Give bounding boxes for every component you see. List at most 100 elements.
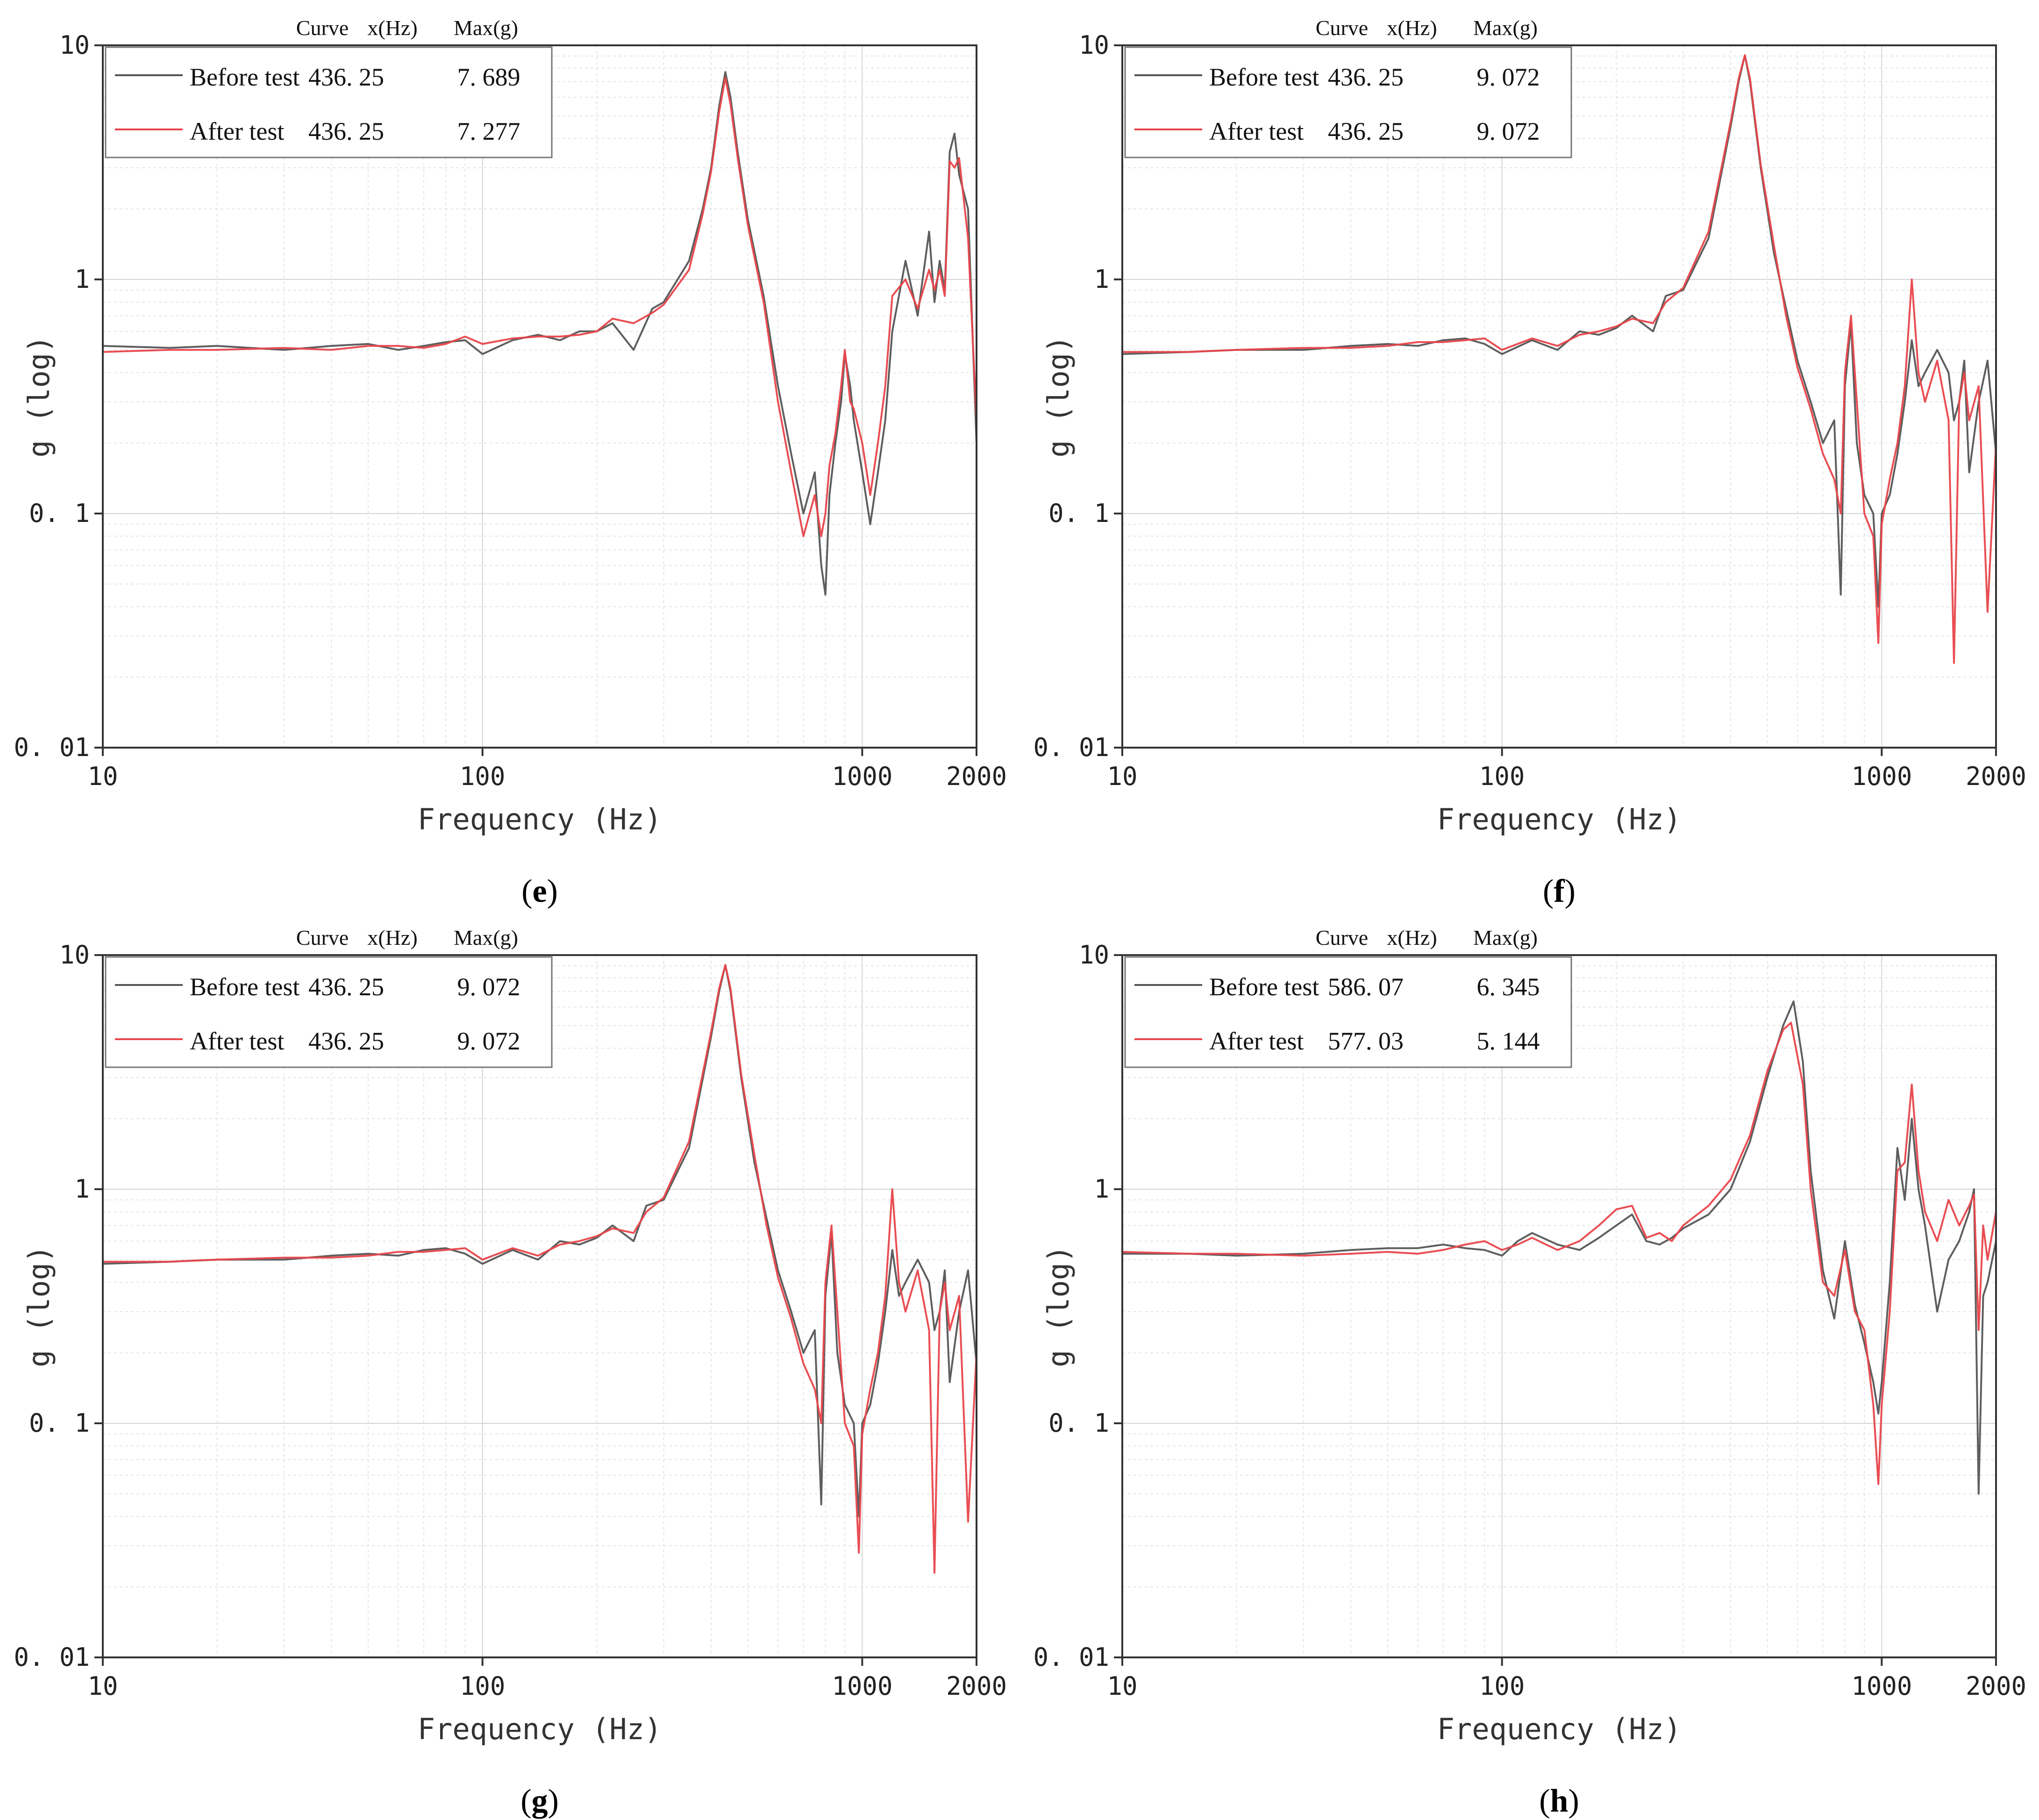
y-tick-label: 0. 1 (29, 499, 90, 528)
legend-entry-x: 436. 25 (1328, 117, 1404, 145)
y-tick-label: 10 (59, 940, 90, 970)
x-tick-label: 2000 (946, 1671, 1007, 1701)
legend-entry-x: 436. 25 (308, 63, 384, 91)
legend-box (1124, 956, 1572, 1068)
y-axis-label: g (log) (22, 1245, 56, 1367)
legend-entry-max: 7. 277 (457, 117, 520, 145)
legend-entry-max: 9. 072 (457, 1027, 520, 1055)
y-axis-label: g (log) (22, 335, 56, 457)
legend-entry-max: 7. 689 (457, 63, 520, 91)
legend-entry-name: After test (190, 1027, 284, 1055)
legend-header-1: x(Hz) (1387, 16, 1437, 40)
legend-entry-x: 577. 03 (1328, 1027, 1404, 1055)
legend-box (105, 956, 553, 1068)
legend-header-0: Curve (1316, 926, 1368, 949)
x-axis-label: Frequency (Hz) (418, 802, 662, 836)
legend-header-2: Max(g) (1473, 926, 1538, 949)
x-tick-label: 100 (1479, 762, 1525, 791)
series-line-before-test (1122, 1000, 1997, 1495)
series-line-after-test (1122, 1021, 1997, 1485)
legend-entry-name: After test (1209, 117, 1304, 145)
legend-entry-name: Before test (190, 63, 299, 91)
x-axis-label: Frequency (Hz) (418, 1712, 662, 1746)
y-tick-label: 1 (1094, 1174, 1109, 1204)
grid (1122, 955, 1996, 1658)
y-tick-label: 0. 01 (1033, 733, 1109, 762)
legend-entry-x: 586. 07 (1328, 973, 1404, 1001)
legend-header-1: x(Hz) (367, 16, 417, 40)
x-tick-label: 1000 (832, 762, 892, 791)
legend-header-0: Curve (296, 16, 349, 40)
x-tick-label: 1000 (1851, 1671, 1912, 1701)
y-tick-label: 0. 1 (1048, 499, 1109, 528)
x-axis-label: Frequency (Hz) (1437, 802, 1682, 836)
y-tick-label: 1 (74, 264, 90, 294)
panel-caption: (f) (1543, 873, 1576, 909)
legend-header-2: Max(g) (1473, 16, 1538, 40)
y-tick-label: 0. 1 (29, 1408, 90, 1438)
y-tick-label: 10 (59, 30, 90, 60)
chart-svg-h: 10 100 1000 2000 0. 01 0. 1 1 10 Frequency (Hz) g… (1033, 926, 2026, 1819)
legend-header-1: x(Hz) (1387, 926, 1437, 949)
legend-header-2: Max(g) (454, 926, 518, 949)
chart-panel-f: 10 100 1000 2000 0. 01 0. 1 1 10 Frequency (Hz) g… (1020, 0, 2039, 910)
x-tick-label: 10 (87, 762, 118, 791)
y-tick-label: 0. 01 (14, 1642, 90, 1672)
x-tick-label: 100 (1479, 1671, 1525, 1701)
y-axis-label: g (log) (1041, 335, 1076, 457)
chart-svg-g: 10 100 1000 2000 0. 01 0. 1 1 10 Frequency (Hz) g… (14, 926, 1007, 1819)
x-tick-label: 1000 (1851, 762, 1912, 791)
y-tick-label: 0. 01 (1033, 1642, 1109, 1672)
x-axis-label: Frequency (Hz) (1437, 1712, 1682, 1746)
y-tick-label: 0. 1 (1048, 1408, 1109, 1438)
y-tick-label: 10 (1079, 940, 1109, 970)
x-tick-label: 2000 (1966, 762, 2026, 791)
legend-box (105, 46, 553, 158)
series-line-before-test (102, 964, 977, 1518)
legend-entry-name: After test (190, 117, 284, 145)
y-tick-label: 1 (1094, 264, 1109, 294)
x-tick-label: 100 (460, 1671, 506, 1701)
legend-entry-x: 436. 25 (308, 1027, 384, 1055)
legend-entry-max: 6. 345 (1477, 973, 1540, 1001)
legend-header-0: Curve (296, 926, 349, 949)
x-tick-label: 2000 (946, 762, 1007, 791)
legend-header-1: x(Hz) (367, 926, 417, 949)
x-tick-label: 2000 (1966, 1671, 2026, 1701)
series-line-after-test (1122, 54, 1997, 664)
x-tick-label: 10 (1107, 1671, 1137, 1701)
plot-frame (102, 954, 977, 1658)
legend-box (1124, 46, 1572, 158)
plot-frame (1121, 954, 1997, 1658)
legend-entry-x: 436. 25 (1328, 63, 1404, 91)
plot-frame (102, 44, 977, 749)
series-line-after-test (102, 77, 977, 537)
plot-frame (1121, 44, 1997, 749)
chart-panel-g: 10 100 1000 2000 0. 01 0. 1 1 10 Frequency (Hz) g… (0, 910, 1020, 1820)
legend-entry-max: 9. 072 (1477, 63, 1540, 91)
legend-entry-name: Before test (1209, 973, 1319, 1001)
legend-header-0: Curve (1316, 16, 1368, 40)
legend-entry-x: 436. 25 (308, 973, 384, 1001)
y-tick-label: 0. 01 (14, 733, 90, 762)
chart-svg-f: 10 100 1000 2000 0. 01 0. 1 1 10 Frequency (Hz) g… (1033, 16, 2026, 909)
x-tick-label: 10 (87, 1671, 118, 1701)
y-axis-label: g (log) (1041, 1245, 1076, 1367)
panel-caption: (g) (520, 1783, 559, 1819)
y-tick-label: 1 (74, 1174, 90, 1204)
series-line-before-test (1122, 54, 1997, 608)
legend-entry-name: Before test (1209, 63, 1319, 91)
chart-panel-e: 10 100 1000 2000 0. 01 0. 1 1 10 Frequency (Hz) g… (0, 0, 1020, 910)
chart-svg-e: 10 100 1000 2000 0. 01 0. 1 1 10 Frequency (Hz) g… (14, 16, 1007, 909)
panel-caption: (h) (1539, 1783, 1579, 1819)
legend-entry-name: After test (1209, 1027, 1304, 1055)
legend-header-2: Max(g) (454, 16, 518, 40)
panel-caption: (e) (521, 873, 558, 909)
series-line-after-test (103, 964, 977, 1574)
x-tick-label: 100 (460, 762, 506, 791)
y-tick-label: 10 (1079, 30, 1109, 60)
legend-entry-max: 9. 072 (1477, 117, 1540, 145)
chart-panel-h: 10 100 1000 2000 0. 01 0. 1 1 10 Frequency (Hz) g… (1020, 910, 2039, 1820)
x-tick-label: 10 (1107, 762, 1137, 791)
legend-entry-max: 9. 072 (457, 973, 520, 1001)
